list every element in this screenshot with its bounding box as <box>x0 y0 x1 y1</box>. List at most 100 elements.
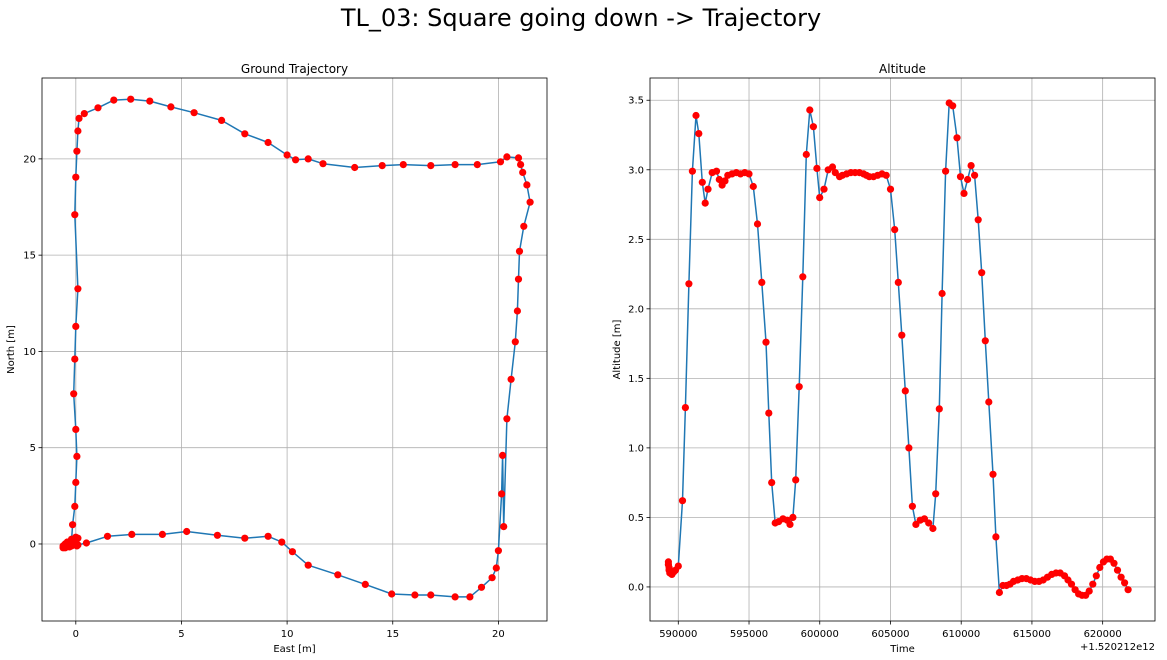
ground-trajectory-data-point <box>427 162 435 170</box>
altitude-data-point <box>908 502 917 510</box>
ground-trajectory-data-point <box>94 104 102 112</box>
ground-trajectory-data-point <box>70 390 78 398</box>
ground-trajectory-data-point <box>183 527 191 536</box>
altitude-data-point <box>964 175 972 184</box>
ground-trajectory-data-point <box>80 110 88 118</box>
figure-title: TL_03: Square going down -> Trajectory <box>340 4 821 32</box>
ground-trajectory-data-point <box>519 168 527 176</box>
altitude-data-point <box>891 226 899 234</box>
ground-trajectory-data-point <box>72 478 80 486</box>
altitude-x-tick-label: 595000 <box>730 629 768 640</box>
altitude-data-point <box>949 102 957 110</box>
ground-trajectory-data-point <box>74 285 82 293</box>
altitude-grid <box>650 78 1155 621</box>
altitude-y-tick-label: 1.5 <box>628 374 644 385</box>
ground-trajectory-data-point <box>72 425 80 433</box>
altitude-data-point <box>956 173 965 181</box>
ground-trajectory-data-point <box>71 355 79 363</box>
ground-trajectory-data-point <box>213 531 221 539</box>
altitude-x-tick-label: 620000 <box>1084 629 1122 640</box>
ground-trajectory-y-tick-label: 0 <box>30 539 36 550</box>
altitude-x-tick-label: 610000 <box>942 629 980 640</box>
ground-trajectory-data-point <box>128 530 136 539</box>
ground-trajectory-data-point <box>498 490 506 498</box>
ground-trajectory-data-point <box>496 158 505 166</box>
altitude-data-point <box>828 163 837 171</box>
ground-trajectory-data-point <box>319 160 327 168</box>
ground-trajectory-data-point <box>451 161 459 169</box>
altitude-x-tick-label: 615000 <box>1013 629 1051 640</box>
altitude-data-point <box>978 269 986 277</box>
altitude-points <box>664 99 1132 599</box>
altitude-data-point <box>765 409 773 417</box>
altitude-data-point <box>992 533 1000 541</box>
altitude-data-point <box>745 170 753 178</box>
ground-trajectory-data-point <box>82 539 90 547</box>
ground-trajectory-y-tick-label: 20 <box>23 154 36 165</box>
altitude-y-tick-label: 2.5 <box>628 235 644 246</box>
altitude-data-point <box>1121 579 1129 587</box>
altitude-data-point <box>1092 572 1100 580</box>
altitude-data-point <box>1096 563 1104 572</box>
ground-trajectory-y-tick-label: 5 <box>30 443 36 454</box>
ground-trajectory-data-point <box>499 451 507 459</box>
ground-trajectory-data-point <box>466 593 474 601</box>
altitude-data-point <box>1124 586 1132 594</box>
ground-trajectory-data-point <box>517 161 525 169</box>
altitude-data-point <box>802 150 810 159</box>
ground-trajectory-data-point <box>241 130 249 138</box>
altitude-title: Altitude <box>879 62 926 76</box>
ground-trajectory-data-point <box>411 591 419 599</box>
altitude-data-point <box>816 194 824 202</box>
ground-trajectory-data-point <box>500 523 508 531</box>
altitude-y-label: Altitude [m] <box>612 320 623 380</box>
altitude-data-point <box>985 398 993 406</box>
ground-trajectory-data-point <box>503 415 511 423</box>
ground-trajectory-data-point <box>427 591 435 599</box>
altitude-data-point <box>678 497 687 505</box>
ground-trajectory-data-point <box>361 580 369 589</box>
ground-trajectory-data-point <box>492 564 500 572</box>
ground-trajectory-data-point <box>69 521 77 529</box>
altitude-data-point <box>712 167 721 175</box>
ground-trajectory-data-point <box>494 547 502 555</box>
altitude-data-point <box>820 185 828 193</box>
ground-trajectory-data-point <box>513 307 522 315</box>
altitude-data-point <box>813 164 821 172</box>
ground-trajectory-y-tick-label: 15 <box>23 251 36 262</box>
altitude-data-point <box>1117 573 1125 581</box>
ground-trajectory-data-point <box>304 561 312 569</box>
ground-trajectory-y-tick-label: 10 <box>23 347 36 358</box>
ground-trajectory-data-point <box>74 127 82 135</box>
ground-trajectory-title: Ground Trajectory <box>241 62 348 76</box>
altitude-data-point <box>925 519 933 527</box>
ground-trajectory-data-point <box>399 161 407 169</box>
altitude-data-point <box>932 490 940 498</box>
altitude-data-point <box>695 130 703 138</box>
ground-trajectory-data-point <box>75 114 83 122</box>
altitude-data-point <box>1089 580 1097 588</box>
ground-trajectory-data-point <box>264 532 272 540</box>
altitude-y-tick-label: 3.5 <box>628 96 644 107</box>
altitude-data-point <box>960 189 968 197</box>
ground-trajectory-data-point <box>264 138 272 147</box>
ground-trajectory-data-point <box>388 590 396 598</box>
altitude-series-line <box>667 102 1129 597</box>
ground-trajectory-x-tick-label: 10 <box>281 629 294 640</box>
ground-trajectory-x-tick-label: 20 <box>492 629 505 640</box>
ground-trajectory-data-point <box>523 181 531 189</box>
altitude-data-point <box>1085 587 1093 595</box>
ground-trajectory-data-point <box>127 95 135 103</box>
ground-trajectory-data-point <box>451 593 459 601</box>
ground-trajectory-data-point <box>473 161 481 169</box>
altitude-data-point <box>905 444 913 452</box>
ground-trajectory-data-point <box>288 548 296 556</box>
ground-trajectory-data-point <box>71 502 79 510</box>
altitude-data-point <box>989 470 997 478</box>
altitude-data-point <box>995 588 1004 597</box>
altitude-data-point <box>901 387 909 395</box>
ground-trajectory-data-point <box>218 116 226 124</box>
altitude-data-point <box>701 199 709 207</box>
altitude-data-point <box>898 331 906 339</box>
